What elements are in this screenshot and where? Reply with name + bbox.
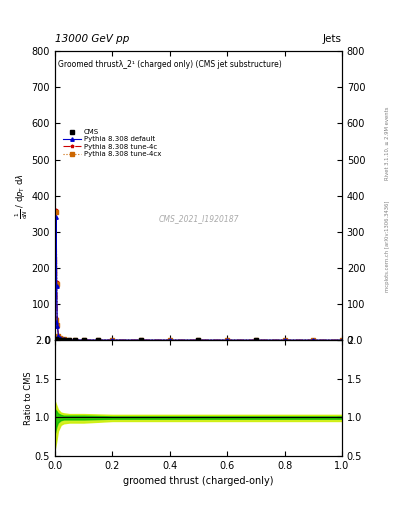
Pythia 8.308 default [167,337,172,343]
Pythia 8.308 default [57,335,62,342]
CMS [67,337,72,343]
Pythia 8.308 default [110,337,115,343]
Line: Pythia 8.308 default: Pythia 8.308 default [53,216,343,342]
Pythia 8.308 default [340,337,344,343]
Pythia 8.308 tune-4cx [282,337,287,343]
CMS [73,337,77,343]
Pythia 8.308 tune-4c [56,332,61,338]
Pythia 8.308 tune-4c [139,337,143,343]
Pythia 8.308 default [61,336,66,343]
CMS [54,336,59,343]
Pythia 8.308 tune-4c [59,336,63,342]
Pythia 8.308 tune-4cx [81,337,86,343]
Pythia 8.308 default [253,337,258,343]
CMS [139,337,143,343]
Y-axis label: Ratio to CMS: Ratio to CMS [24,371,33,425]
Pythia 8.308 tune-4cx [311,337,316,343]
Text: CMS_2021_I1920187: CMS_2021_I1920187 [158,214,239,223]
Pythia 8.308 tune-4cx [59,336,63,342]
CMS [81,337,86,343]
Pythia 8.308 tune-4cx [54,281,59,287]
CMS [59,337,63,343]
Pythia 8.308 tune-4cx [61,336,66,343]
Pythia 8.308 tune-4c [54,207,59,213]
Pythia 8.308 tune-4cx [56,333,61,339]
Pythia 8.308 tune-4cx [253,337,258,343]
Pythia 8.308 default [54,214,59,220]
CMS [56,336,61,343]
Pythia 8.308 tune-4c [110,337,115,343]
CMS [61,337,66,343]
Line: Pythia 8.308 tune-4c: Pythia 8.308 tune-4c [53,208,343,342]
Pythia 8.308 tune-4c [55,321,60,327]
Pythia 8.308 default [56,333,61,339]
Pythia 8.308 tune-4cx [340,337,344,343]
Pythia 8.308 default [96,337,101,343]
Pythia 8.308 tune-4cx [167,337,172,343]
Pythia 8.308 tune-4c [73,337,77,343]
Line: Pythia 8.308 tune-4cx: Pythia 8.308 tune-4cx [53,210,343,342]
Pythia 8.308 tune-4cx [73,337,77,343]
Text: Rivet 3.1.10, ≥ 2.9M events: Rivet 3.1.10, ≥ 2.9M events [385,106,389,180]
Pythia 8.308 tune-4c [53,315,58,322]
Pythia 8.308 tune-4c [225,337,230,343]
Pythia 8.308 tune-4c [196,337,201,343]
Pythia 8.308 tune-4c [167,337,172,343]
Pythia 8.308 tune-4c [282,337,287,343]
Pythia 8.308 tune-4c [81,337,86,343]
Pythia 8.308 tune-4cx [54,209,59,215]
Pythia 8.308 default [139,337,143,343]
Pythia 8.308 tune-4c [54,279,59,285]
Pythia 8.308 default [282,337,287,343]
Pythia 8.308 tune-4cx [196,337,201,343]
CMS [96,337,101,343]
Pythia 8.308 tune-4c [311,337,316,343]
Pythia 8.308 tune-4c [340,337,344,343]
Text: 13000 GeV pp: 13000 GeV pp [55,33,129,44]
Pythia 8.308 default [73,337,77,343]
Pythia 8.308 default [54,283,59,289]
Pythia 8.308 tune-4cx [55,322,60,328]
Line: CMS: CMS [54,337,258,342]
Pythia 8.308 tune-4c [53,337,57,343]
Pythia 8.308 default [311,337,316,343]
CMS [253,337,258,343]
Legend: CMS, Pythia 8.308 default, Pythia 8.308 tune-4c, Pythia 8.308 tune-4cx: CMS, Pythia 8.308 default, Pythia 8.308 … [61,127,163,159]
Pythia 8.308 tune-4cx [96,337,101,343]
Text: mcplots.cern.ch [arXiv:1306.3436]: mcplots.cern.ch [arXiv:1306.3436] [385,200,389,291]
Pythia 8.308 tune-4cx [53,317,58,323]
Pythia 8.308 tune-4c [57,335,62,341]
Pythia 8.308 tune-4c [253,337,258,343]
Pythia 8.308 tune-4cx [67,337,72,343]
Pythia 8.308 tune-4c [61,336,66,343]
Pythia 8.308 tune-4cx [225,337,230,343]
Pythia 8.308 tune-4cx [110,337,115,343]
Pythia 8.308 default [55,323,60,329]
Pythia 8.308 tune-4c [96,337,101,343]
Text: Jets: Jets [323,33,342,44]
CMS [196,337,201,343]
Pythia 8.308 tune-4cx [53,337,57,343]
Pythia 8.308 default [67,337,72,343]
Pythia 8.308 tune-4c [67,337,72,343]
X-axis label: groomed thrust (charged-only): groomed thrust (charged-only) [123,476,274,486]
Pythia 8.308 tune-4cx [57,335,62,342]
Pythia 8.308 default [53,337,57,343]
Pythia 8.308 default [225,337,230,343]
Pythia 8.308 tune-4cx [139,337,143,343]
Y-axis label: $\frac{1}{\mathrm{d}N}$ / $\mathrm{d}p_\mathrm{T}$ $\mathrm{d}\lambda$: $\frac{1}{\mathrm{d}N}$ / $\mathrm{d}p_\… [14,173,30,219]
Text: Groomed thrustλ_2¹ (charged only) (CMS jet substructure): Groomed thrustλ_2¹ (charged only) (CMS j… [58,60,282,69]
Pythia 8.308 default [196,337,201,343]
Pythia 8.308 default [59,336,63,342]
Pythia 8.308 default [53,319,58,325]
Pythia 8.308 default [81,337,86,343]
